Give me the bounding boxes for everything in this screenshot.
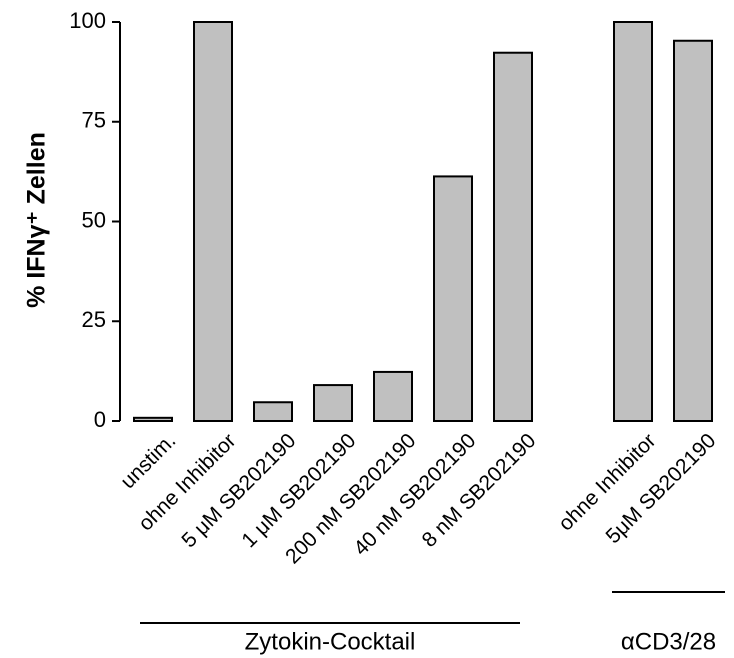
- bar: [313, 384, 353, 422]
- x-tick-label: 5μM SB202190: [602, 429, 721, 548]
- y-tick-label: 75: [82, 108, 106, 133]
- y-tick-label: 50: [82, 207, 106, 232]
- y-tick-label: 25: [82, 307, 106, 332]
- bar: [493, 51, 533, 423]
- bar: [613, 21, 653, 422]
- bar: [253, 401, 293, 423]
- y-tick-label: 0: [94, 407, 106, 432]
- bar: [133, 416, 173, 423]
- y-tick-label: 100: [69, 8, 106, 33]
- bar: [673, 39, 713, 423]
- x-tick-label: 8 nM SB202190: [418, 429, 541, 552]
- bar: [433, 175, 473, 422]
- group-label: αCD3/28: [621, 628, 716, 655]
- bar: [373, 370, 413, 423]
- bar: [193, 21, 233, 422]
- group-label: Zytokin-Cocktail: [245, 628, 416, 655]
- y-axis-label: % IFNγ⁺ Zellen: [23, 132, 51, 308]
